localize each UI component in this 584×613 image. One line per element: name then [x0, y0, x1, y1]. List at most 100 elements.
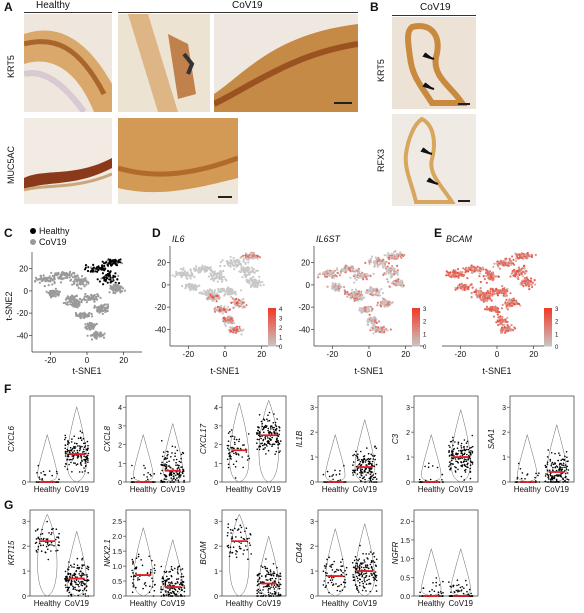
violin-il1b-point — [335, 474, 338, 476]
violin-c3-point — [464, 471, 467, 473]
tsne-d2-point — [378, 330, 382, 334]
tsne-d2-point — [349, 276, 352, 279]
violin-cxcl6-point — [83, 458, 85, 461]
violin-cxcl8-frame — [125, 395, 191, 483]
tsne-d2-point — [344, 264, 347, 267]
violin-il1b-point — [353, 470, 356, 473]
tsne-d2-point — [373, 287, 376, 290]
tsne-e-point — [481, 293, 484, 296]
violin-cxcl17-point — [268, 440, 270, 443]
violin-cxcl8-point — [170, 467, 172, 469]
tsne-c-point — [104, 303, 107, 306]
violin-saa1-point — [550, 464, 552, 467]
violin-cxcl6-point — [67, 443, 69, 446]
tsne-d1-x-tick-label: -20 — [183, 350, 195, 359]
violin-c3-point — [460, 475, 463, 478]
violin-il1b-point — [369, 458, 372, 460]
tsne-e-point — [502, 294, 505, 297]
violin-cxcl6-point — [66, 468, 69, 470]
violin-c3-point — [460, 450, 462, 452]
violin-cxcl8-point — [160, 472, 162, 475]
tsne-c-point — [66, 301, 69, 304]
violin-cxcl17-point — [234, 443, 236, 446]
violin-cxcl8-point — [161, 469, 163, 472]
violin-cxcl6-point — [72, 462, 75, 464]
violin-il1b-point — [368, 481, 371, 483]
tsne-d1-cbar-seg — [268, 342, 276, 345]
violin-cxcl17-point — [258, 433, 261, 435]
tsne-d1-point — [254, 285, 257, 288]
violin-cxcl8-point — [133, 481, 136, 483]
violin-saa1-point — [553, 475, 556, 477]
violin-krt15-point — [84, 574, 86, 576]
tsne-c-point — [86, 269, 90, 273]
violin-cxcl17-point — [235, 460, 238, 463]
violin-krt15-point — [86, 576, 89, 578]
tsne-e-point — [511, 255, 514, 258]
violin-cxcl17-point — [261, 442, 263, 444]
violin-cxcl17-y-tick-label: 3 — [214, 424, 218, 431]
tsne-c-point — [80, 301, 83, 304]
tsne-d1-point — [215, 294, 218, 297]
tsne-c-point — [69, 303, 72, 306]
tsne-d2-point — [357, 276, 361, 279]
tsne-e-point — [456, 286, 459, 289]
tsne-d1-point — [229, 265, 232, 268]
violin-c3-point — [424, 479, 427, 482]
tsne-c-xlabel: t-SNE1 — [72, 366, 101, 376]
violin-il1b-point — [343, 465, 345, 467]
tsne-c-point — [100, 310, 103, 313]
violin-krt15-point — [42, 544, 45, 547]
tsne-d1-point — [214, 296, 217, 299]
tsne-e-cbar-label: 1 — [555, 332, 559, 338]
tsne-d2-point — [341, 269, 344, 273]
violin-cxcl17-point — [278, 433, 281, 436]
tsne-e-point — [524, 269, 527, 272]
violin-saa1-y-tick-label: 3 — [502, 405, 506, 412]
violin-cxcl17-point — [266, 445, 268, 447]
violin-saa1-point — [549, 474, 552, 477]
tsne-c-point — [95, 306, 98, 309]
tsne-d2-point — [383, 254, 386, 257]
tsne-d2-point — [333, 276, 336, 279]
violin-cxcl6-point — [81, 460, 83, 462]
violin-krt15-point — [47, 548, 49, 551]
tsne-d2-point — [354, 288, 357, 291]
violin-c3-y-tick-label: 3 — [406, 405, 410, 412]
violin-cxcl17-point — [261, 425, 264, 428]
tsne-d2-point — [396, 273, 399, 276]
violin-cxcl6-point — [87, 452, 90, 455]
tsne-e-point — [521, 280, 524, 283]
tsne-e-point — [499, 259, 503, 262]
violin-cxcl8-point — [146, 476, 148, 478]
tsne-c-point — [84, 323, 87, 326]
tsne-c-point — [75, 300, 78, 303]
violin-il1b-point — [359, 468, 362, 470]
tsne-e-point — [506, 303, 509, 306]
violin-c3-point — [466, 446, 469, 448]
violin-saa1-y-tick-label: 1 — [502, 455, 506, 462]
tsne-c-point — [68, 273, 71, 276]
violin-cxcl17-point — [277, 447, 279, 449]
violin-cxcl6-point — [75, 464, 78, 466]
tsne-d1-point — [193, 269, 196, 272]
tsne-c-point — [96, 293, 99, 296]
violin-krt15-point — [84, 587, 86, 589]
micrograph-cov19-rfx3 — [392, 114, 476, 206]
tsne-d1-cbar-label: 2 — [279, 326, 283, 332]
violin-cxcl6-point — [37, 464, 40, 467]
violin-krt15-point — [81, 574, 83, 577]
violin-krt15-point — [70, 564, 72, 567]
tsne-e-point — [454, 288, 457, 291]
tsne-e-cbar-seg — [544, 315, 552, 318]
tsne-d1-point — [210, 273, 213, 276]
violin-cxcl17-point — [231, 435, 234, 437]
tsne-d1-point — [215, 292, 218, 295]
tsne-d2-point — [358, 270, 361, 273]
tsne-c-point — [102, 283, 105, 286]
tsne-d2-point — [371, 287, 374, 290]
violin-saa1-point — [556, 466, 559, 468]
tsne-d1-point — [249, 285, 252, 289]
violin-cxcl17-point — [228, 449, 230, 451]
